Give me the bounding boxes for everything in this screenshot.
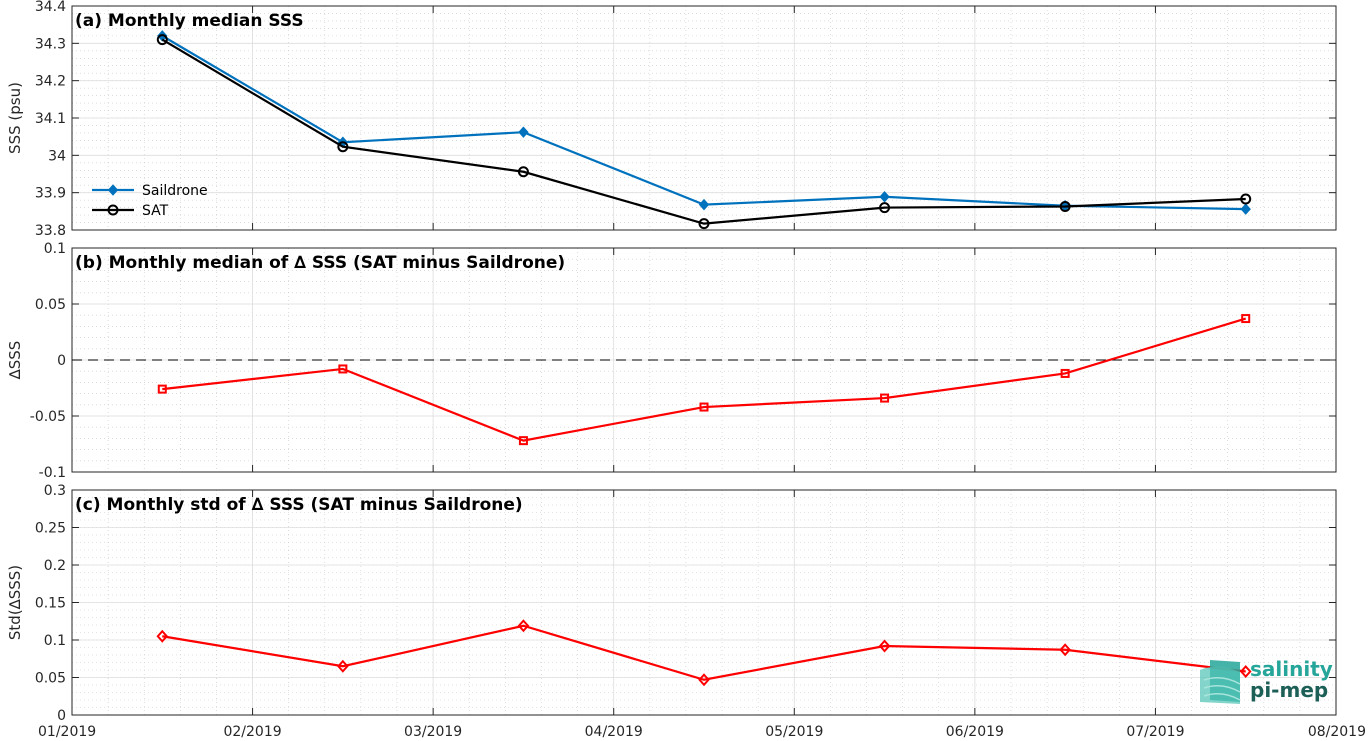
y-tick-label: 0.15: [35, 596, 66, 612]
data-point: [880, 393, 890, 403]
data-point: [156, 629, 169, 643]
y-tick-label: 34.2: [35, 74, 66, 90]
logo-line1: salinity: [1250, 657, 1333, 681]
y-tick-label: 0.05: [35, 671, 66, 687]
data-point: [879, 191, 890, 203]
y-tick-label: 33.9: [35, 186, 66, 202]
data-point: [698, 673, 710, 687]
data-point: [1059, 200, 1071, 212]
x-tick-label: 07/2019: [1126, 724, 1184, 740]
panel-title: (a) Monthly median SSS: [75, 11, 304, 31]
logo-line2: pi-mep: [1250, 678, 1328, 702]
x-tick-label: 06/2019: [946, 724, 1004, 740]
y-tick-label: 34.3: [35, 36, 66, 52]
y-tick-label: 0.3: [44, 483, 66, 499]
y-tick-label: 0: [57, 353, 66, 369]
data-point: [517, 166, 529, 178]
grid: [71, 5, 1337, 231]
data-point: [699, 402, 709, 412]
x-tick-label: 03/2019: [404, 724, 462, 740]
data-point: [517, 619, 530, 633]
logo-wave-icon: [1200, 660, 1241, 704]
y-tick-label: 33.8: [35, 223, 66, 239]
legend-marker: [107, 204, 119, 216]
data-point: [698, 198, 710, 211]
x-tick-label: 05/2019: [765, 724, 823, 740]
data-point: [1059, 643, 1071, 657]
y-tick-label: 0: [57, 708, 66, 724]
legend: Saildrone SAT: [92, 183, 208, 219]
data-point: [337, 659, 349, 673]
data-point: [1241, 314, 1251, 324]
panel-title: (c) Monthly std of ∆ SSS (SAT minus Sail…: [75, 495, 523, 515]
data-point: [518, 436, 528, 446]
series-saildrone: [157, 30, 1251, 215]
data-point: [879, 202, 891, 214]
data-point: [1060, 368, 1070, 378]
y-axis-label: ∆SSS: [6, 341, 24, 381]
x-tick-label: 04/2019: [585, 724, 643, 740]
series-delta-sss: [157, 314, 1251, 446]
y-axis-label: SSS (psu): [6, 82, 24, 154]
series-delta-sss: [156, 619, 1252, 687]
panel-a: 33.8 33.9 34 34.1 34.2 34.3 34.4 SSS (psu) (a) M…: [6, 0, 1337, 239]
series-line: [161, 38, 1246, 225]
legend-label: SAT: [142, 203, 169, 219]
x-axis: 01/2019 02/2019 03/2019 04/2019 05/2019 06/20…: [38, 724, 1366, 740]
data-point: [156, 34, 168, 46]
legend-marker: [107, 184, 119, 196]
x-tick-label: 08/2019: [1308, 724, 1366, 740]
series-line: [162, 624, 1246, 681]
data-point: [698, 218, 710, 230]
data-point: [338, 364, 348, 374]
data-point: [1240, 203, 1251, 215]
y-tick-label: 0.1: [44, 241, 66, 257]
y-tick-label: 34.1: [35, 111, 66, 127]
y-tick-label: -0.05: [30, 409, 66, 425]
data-point: [1239, 665, 1252, 678]
panel-title: (b) Monthly median of ∆ SSS (SAT minus S…: [75, 253, 565, 273]
y-tick-label: 0.05: [35, 297, 66, 313]
y-tick-label: 0.25: [35, 521, 66, 537]
data-point: [1240, 193, 1252, 205]
data-point: [157, 384, 167, 394]
salinity-pi-mep-logo: salinity pi-mep: [1200, 657, 1333, 704]
x-tick-label: 02/2019: [223, 724, 281, 740]
grid: [71, 489, 1337, 716]
y-tick-label: -0.1: [39, 465, 66, 481]
panel-c: 0 0.05 0.1 0.15 0.2 0.25 0.3 Std(∆SSS) (c) Month…: [6, 483, 1337, 724]
legend-label: Saildrone: [142, 183, 208, 199]
panel-b: -0.1 -0.05 0 0.05 0.1 ∆SSS (b) Monthly median …: [6, 241, 1337, 481]
y-tick-label: 34.4: [35, 0, 66, 15]
y-tick-label: 0.2: [44, 558, 66, 574]
y-axis-label: Std(∆SSS): [6, 565, 24, 640]
y-tick-label: 0.1: [44, 633, 66, 649]
y-tick-label: 34: [48, 148, 66, 164]
data-point: [337, 141, 349, 153]
data-point: [878, 639, 891, 653]
x-tick-label: 01/2019: [38, 724, 96, 740]
series-sat: [156, 34, 1252, 230]
series-line: [162, 317, 1247, 442]
data-point: [518, 126, 529, 138]
